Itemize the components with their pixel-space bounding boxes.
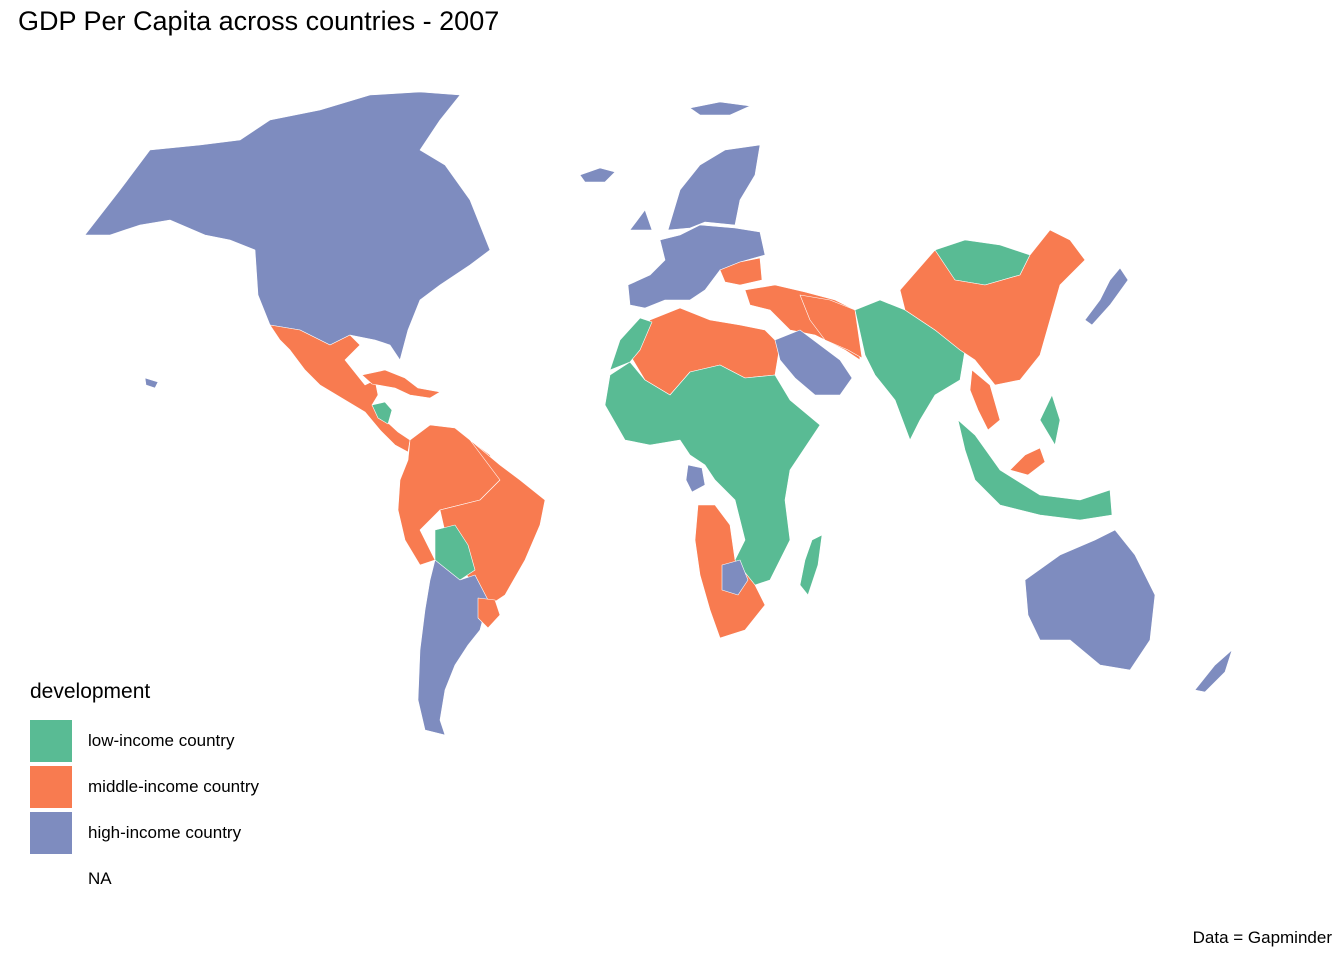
region-scandinavia	[667, 144, 761, 231]
legend-label-middle: middle-income country	[88, 777, 260, 796]
region-australia	[1024, 529, 1156, 671]
legend-swatch-na	[30, 858, 72, 900]
region-malaysia	[1009, 447, 1046, 476]
region-mexico	[269, 324, 411, 453]
chart-title: GDP Per Capita across countries - 2007	[18, 6, 500, 36]
legend-title: development	[30, 680, 151, 703]
region-caribbean	[361, 369, 441, 399]
region-saudi-arabia	[774, 329, 853, 396]
legend-item-middle: middle-income country	[30, 764, 259, 810]
region-new-zealand	[1194, 649, 1233, 693]
legend-swatch-high	[30, 812, 72, 854]
region-n-south-america	[397, 424, 501, 566]
region-thailand	[969, 369, 1001, 431]
region-china	[899, 229, 1086, 386]
legend-swatch-low	[30, 720, 72, 762]
region-iran	[799, 294, 863, 359]
region-botswana	[721, 559, 749, 596]
legend-label-high: high-income country	[88, 823, 242, 842]
region-japan	[1084, 267, 1129, 326]
legend-label-na: NA	[88, 869, 112, 888]
legend-item-high: high-income country	[30, 810, 259, 856]
region-uruguay	[477, 597, 501, 629]
legend-item-low: low-income country	[30, 718, 259, 764]
data-source-caption: Data = Gapminder	[1192, 928, 1332, 947]
region-north-america-islands	[144, 101, 751, 389]
legend-swatch-middle	[30, 766, 72, 808]
region-central-low	[371, 401, 393, 425]
region-subsaharan-africa	[604, 361, 821, 586]
legend-item-na: NA	[30, 856, 259, 902]
region-north-america	[84, 91, 491, 361]
region-southeast-asia	[957, 394, 1113, 521]
region-argentina-chile	[417, 559, 489, 736]
region-madagascar	[799, 534, 823, 596]
region-gabon	[685, 464, 706, 493]
legend-label-low: low-income country	[88, 731, 235, 750]
legend: development low-income country middle-in…	[30, 680, 259, 902]
region-western-europe	[627, 209, 766, 309]
